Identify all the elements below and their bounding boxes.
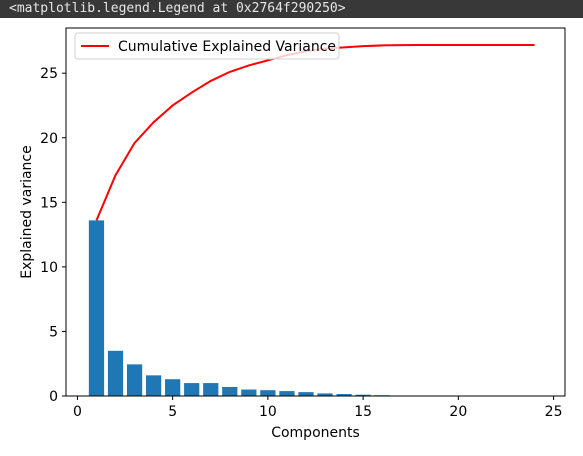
chart-svg: 0 5 10 15 20 25 0 5 10 15 20 25 Components Explain… [19,27,566,441]
y-tick-label: 20 [40,131,58,147]
bar-component-10 [260,390,276,396]
x-ticks: 0 5 10 15 20 25 [73,396,563,420]
legend-box [74,32,340,60]
bar-component-4 [145,375,162,396]
x-tick-label: 5 [168,404,177,420]
x-axis-label: Components [271,425,360,441]
x-tick-label: 10 [259,404,277,420]
y-tick-label: 5 [49,324,58,340]
legend-label: Cumulative Explained Variance [118,39,336,55]
bar-component-11 [279,391,295,396]
y-ticks: 0 5 10 15 20 25 [40,66,66,405]
legend: Cumulative Explained Variance [74,32,340,60]
y-tick-label: 0 [49,389,58,405]
y-tick-label: 15 [40,195,58,211]
bar-component-5 [165,379,181,396]
y-tick-label: 10 [40,260,58,276]
y-tick-label: 25 [40,66,58,82]
cell-output-text: <matplotlib.legend.Legend at 0x2764f2902… [9,1,346,16]
bars-layer [88,220,543,396]
cumulative-variance-line [95,44,535,221]
bar-component-8 [222,386,238,396]
chart-figure: 0 5 10 15 20 25 0 5 10 15 20 25 Components Explain… [0,18,583,456]
bar-component-2 [107,350,124,396]
axes-frame [65,27,566,397]
bar-component-7 [203,383,219,396]
x-tick-label: 0 [73,404,82,420]
bar-component-13 [317,393,333,396]
y-axis-label: Explained variance [19,145,35,278]
bar-component-3 [126,364,143,396]
bar-component-6 [184,383,200,396]
x-tick-label: 15 [354,404,372,420]
x-tick-label: 20 [449,404,467,420]
bar-component-14 [336,394,352,396]
bar-component-12 [298,392,314,396]
bar-component-1 [88,220,105,396]
x-tick-label: 25 [545,404,563,420]
bar-component-15 [355,394,371,396]
bar-component-9 [241,389,257,396]
line-layer [95,44,535,221]
